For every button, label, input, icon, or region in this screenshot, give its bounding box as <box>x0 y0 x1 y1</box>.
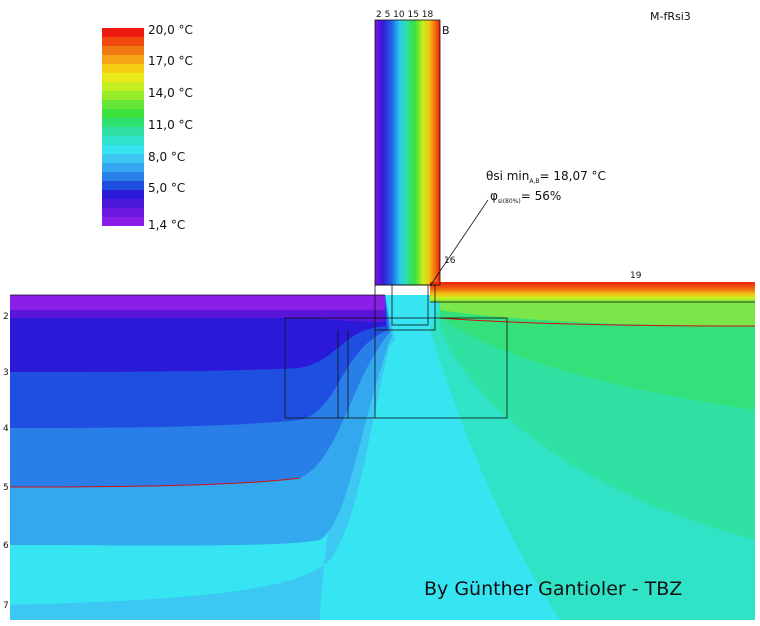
depth-label: 3 <box>3 368 9 378</box>
marker-label: 19 <box>630 271 642 281</box>
depth-label: 2 <box>3 312 9 322</box>
wall <box>375 20 440 285</box>
legend-label: 17,0 °C <box>148 54 193 68</box>
floor-slab <box>430 282 755 302</box>
annotation-text: = 18,07 °C <box>540 169 606 183</box>
isotherm-labels: 2 5 10 15 18 <box>376 10 434 20</box>
annotation-text: φ <box>490 189 498 203</box>
annotation-text: = 56% <box>521 189 562 203</box>
legend-label: 20,0 °C <box>148 23 193 37</box>
legend-label: 11,0 °C <box>148 118 193 132</box>
legend-label: 5,0 °C <box>148 181 185 195</box>
diagram-title: M-fRsi3 <box>650 10 691 23</box>
legend-label: 14,0 °C <box>148 86 193 100</box>
thermal-diagram: 20,0 °C 17,0 °C 14,0 °C 11,0 °C 8,0 °C 5… <box>0 0 760 626</box>
corner-label: B <box>442 24 450 37</box>
marker-label: 16 <box>444 256 456 266</box>
legend: 20,0 °C 17,0 °C 14,0 °C 11,0 °C 8,0 °C 5… <box>102 23 193 232</box>
depth-label: 5 <box>3 483 9 493</box>
annotation-text: θsi min <box>486 169 529 183</box>
legend-label: 1,4 °C <box>148 218 185 232</box>
legend-label: 8,0 °C <box>148 150 185 164</box>
annotation-phi: φsi(80%)= 56% <box>490 189 561 205</box>
credit: By Günther Gantioler - TBZ <box>424 578 682 600</box>
depth-label: 6 <box>3 541 9 551</box>
depth-label: 7 <box>3 601 9 611</box>
annotation-subscript: A,B <box>529 178 539 185</box>
depth-label: 4 <box>3 424 9 434</box>
annotation-theta: θsi minA,B= 18,07 °C <box>486 169 606 185</box>
ground-zone <box>10 295 385 310</box>
annotation-subscript: si(80%) <box>498 198 521 205</box>
